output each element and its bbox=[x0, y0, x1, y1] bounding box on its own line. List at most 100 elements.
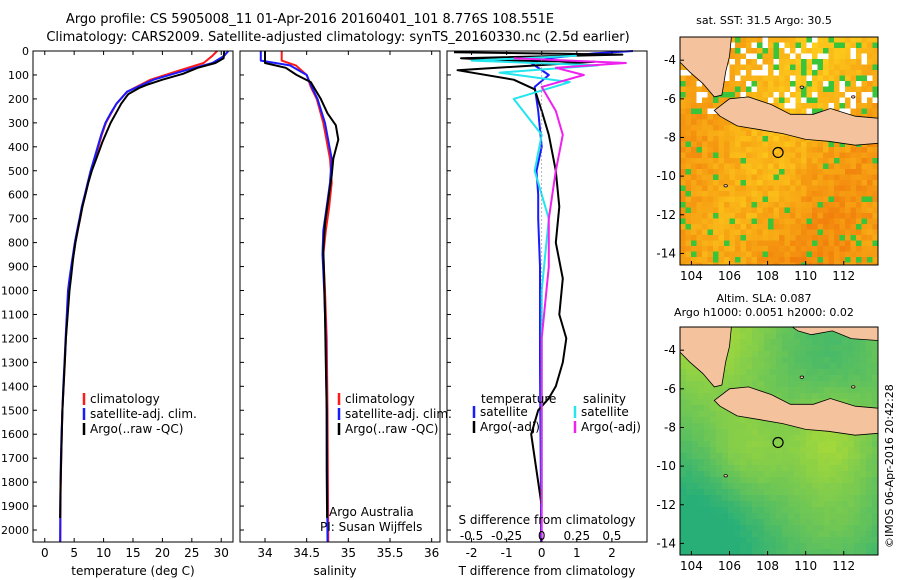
sst-map-cell bbox=[735, 92, 741, 98]
sla-map-cell bbox=[770, 435, 777, 442]
sst-map-cell bbox=[696, 213, 703, 219]
sla-map-cell bbox=[812, 459, 819, 466]
sst-map-cell bbox=[795, 48, 802, 54]
sla-map-cell bbox=[728, 459, 735, 466]
sla-map-cell bbox=[818, 471, 825, 478]
sst-map-cell bbox=[784, 53, 791, 60]
sla-map-cell bbox=[788, 471, 795, 478]
sst-map-cell bbox=[856, 64, 862, 71]
sst-map-cell bbox=[735, 224, 741, 230]
sst-map-cell bbox=[784, 42, 791, 49]
sla-map-cell bbox=[686, 531, 693, 538]
sla-map-cell bbox=[698, 387, 705, 394]
sst-map-cell bbox=[735, 152, 741, 159]
sla-map-cell bbox=[872, 339, 878, 346]
sst-map-cell bbox=[773, 64, 780, 71]
sla-map-cell bbox=[860, 369, 867, 376]
sla-map-cell bbox=[692, 513, 699, 520]
sst-map-cell bbox=[828, 224, 835, 230]
sst-map-cell bbox=[691, 180, 697, 186]
sst-map-cell bbox=[757, 81, 763, 87]
sla-map-cell bbox=[680, 537, 687, 544]
sla-map-cell bbox=[806, 525, 813, 532]
sla-map-cell bbox=[812, 441, 819, 448]
sst-map-cell bbox=[839, 108, 846, 115]
sst-map-cell bbox=[746, 246, 752, 252]
sst-map-cell bbox=[801, 97, 807, 104]
sla-map-cell bbox=[716, 417, 723, 424]
sla-map-title: Altim. SLA: 0.087 bbox=[716, 292, 811, 305]
sst-map-cell bbox=[768, 97, 774, 104]
sst-map-cell bbox=[773, 207, 780, 214]
sst-map-cell bbox=[795, 108, 802, 115]
sst-map-cell bbox=[779, 70, 785, 76]
sst-map-cell bbox=[817, 240, 824, 247]
sla-map-cell bbox=[728, 381, 735, 388]
sst-map-cell bbox=[828, 53, 835, 60]
sst-map-cell bbox=[790, 246, 796, 252]
sst-map-cell bbox=[806, 158, 813, 164]
sla-map-cell bbox=[836, 465, 843, 472]
sst-map-cell bbox=[773, 70, 780, 76]
sst-map-cell bbox=[707, 257, 714, 263]
sst-map-cell bbox=[718, 218, 725, 225]
sla-map-cell bbox=[860, 477, 867, 484]
sst-map-cell bbox=[845, 42, 851, 49]
sla-map-cell bbox=[758, 513, 765, 520]
sst-map-cell bbox=[823, 103, 829, 109]
sla-map-cell bbox=[806, 543, 813, 550]
sst-map-cell bbox=[828, 152, 835, 159]
sst-map-cell bbox=[790, 257, 796, 263]
sla-map-cell bbox=[686, 489, 693, 496]
sst-map-cell bbox=[729, 229, 736, 236]
annotation-pi: PI: Susan Wijffels bbox=[320, 520, 422, 534]
sla-map-cell bbox=[680, 381, 687, 388]
sst-map-cell bbox=[828, 42, 835, 49]
sla-map-cell bbox=[842, 501, 849, 508]
series-line-satellite-adj-clim- bbox=[259, 51, 333, 543]
sst-map-cell bbox=[729, 196, 736, 203]
sla-map-cell bbox=[680, 387, 687, 394]
sla-map-cell bbox=[794, 381, 801, 388]
sla-map-cell bbox=[848, 459, 855, 466]
sst-map-cell bbox=[861, 48, 868, 54]
sla-map-cell bbox=[680, 441, 687, 448]
sst-map-cell bbox=[735, 191, 741, 197]
sla-map-cell bbox=[830, 525, 837, 532]
sla-map-cell bbox=[806, 531, 813, 538]
sst-map-cell bbox=[834, 152, 840, 159]
sst-map-cell bbox=[806, 202, 813, 208]
sla-map-cell bbox=[746, 351, 753, 358]
sst-map-cell bbox=[806, 163, 813, 170]
sla-map-cell bbox=[854, 471, 861, 478]
sst-map-cell bbox=[812, 108, 818, 115]
sla-map-cell bbox=[698, 435, 705, 442]
sla-map-cell bbox=[752, 423, 759, 430]
sst-map-cell bbox=[812, 92, 818, 98]
sla-map-cell bbox=[872, 363, 878, 370]
sla-map-cell bbox=[776, 351, 783, 358]
sst-map-cell bbox=[812, 202, 818, 208]
sst-map-cell bbox=[680, 97, 686, 104]
sst-map-cell bbox=[707, 119, 714, 126]
sla-map-cell bbox=[680, 357, 687, 364]
sla-map-cell bbox=[752, 441, 759, 448]
sst-map-cell bbox=[702, 108, 708, 115]
sla-map-cell bbox=[686, 375, 693, 382]
sla-map-cell bbox=[722, 447, 729, 454]
sst-map-cell bbox=[812, 180, 818, 186]
sst-map-cell bbox=[817, 70, 824, 76]
sst-map-cell bbox=[823, 53, 829, 60]
sst-map-cell bbox=[834, 191, 840, 197]
sst-map-cell bbox=[845, 37, 851, 43]
sst-map-cell bbox=[713, 174, 719, 181]
legend-title-salinity: salinity bbox=[583, 392, 626, 406]
sst-map-cell bbox=[795, 262, 802, 265]
legend-label-temp-satellite: satellite bbox=[480, 405, 528, 419]
sla-map-cell bbox=[842, 543, 849, 550]
sst-map-cell bbox=[685, 213, 692, 219]
sst-map-cell bbox=[740, 218, 747, 225]
sst-map-cell bbox=[801, 108, 807, 115]
sst-map-cell bbox=[861, 53, 868, 60]
sst-map-cell bbox=[757, 180, 763, 186]
